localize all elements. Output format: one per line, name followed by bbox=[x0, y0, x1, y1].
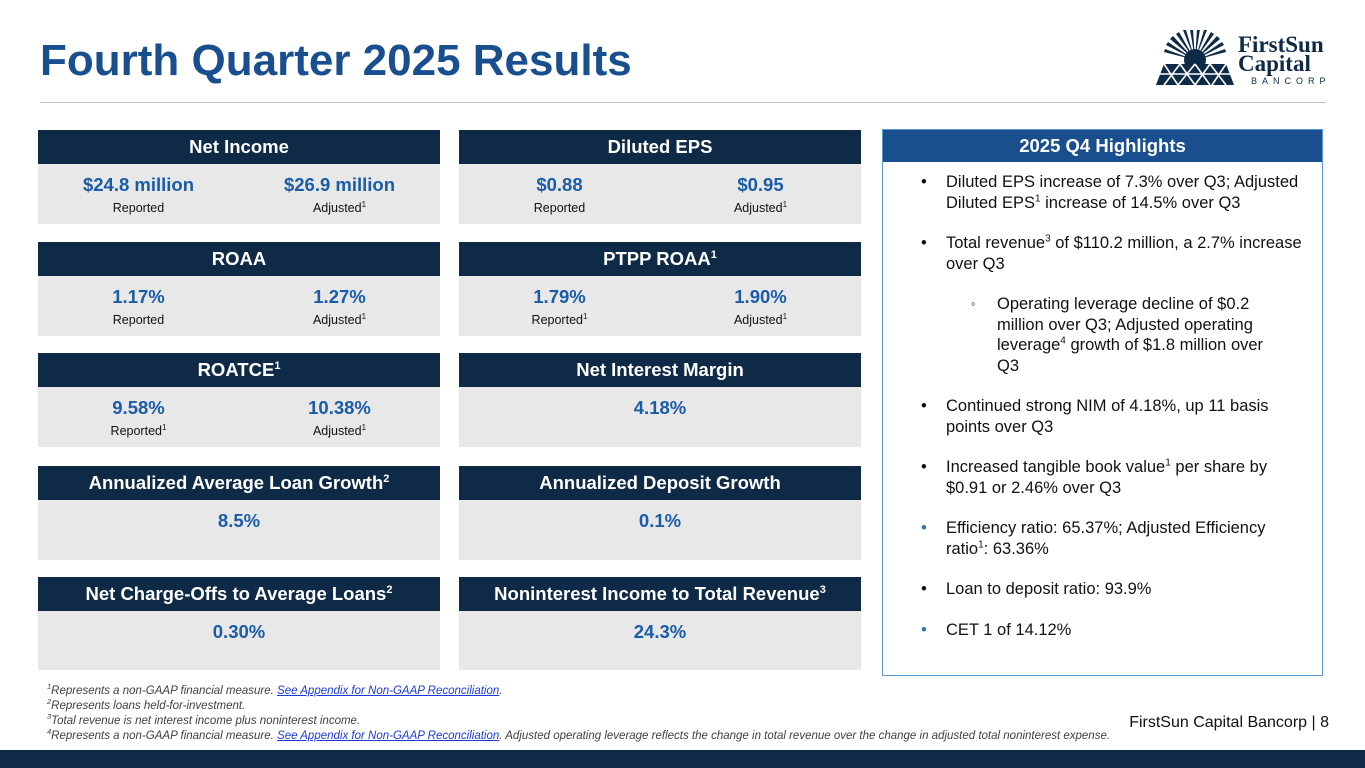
reported-value: 1.17% bbox=[112, 286, 165, 307]
adjusted-value: 1.27% bbox=[313, 286, 366, 307]
reported-value: $0.88 bbox=[536, 174, 583, 195]
sub-bullet-icon: ◦ bbox=[971, 296, 976, 311]
adjusted-label: Adjusted bbox=[733, 201, 783, 215]
logo-text-capital: Capital bbox=[1238, 51, 1311, 76]
reported-label: Reported bbox=[112, 313, 165, 327]
footnote-ref: 1 bbox=[274, 359, 281, 372]
highlights-list: • Diluted EPS increase of 7.3% over Q3; A… bbox=[883, 162, 1322, 640]
footnote-ref: 1 bbox=[361, 311, 367, 321]
reported-label: Reported bbox=[110, 424, 162, 438]
footnote-ref: 1 bbox=[1034, 193, 1041, 204]
footnote-ref: 1 bbox=[1165, 457, 1171, 469]
card-pptp-roaa: PTPP ROAA1 1.79% Reported1 1.90% Adjusted1 bbox=[459, 242, 861, 336]
card-title: Annualized Average Loan Growth bbox=[88, 472, 384, 493]
card-loan-growth: Annualized Average Loan Growth2 8.5% bbox=[38, 466, 440, 560]
footnote-1: 1Represents a non-GAAP financial measure… bbox=[47, 682, 503, 697]
card-deposit-growth: Annualized Deposit Growth 0.1% bbox=[459, 466, 861, 560]
adjusted-value: 10.38% bbox=[308, 397, 371, 418]
reported-value: 1.79% bbox=[533, 286, 586, 307]
reported-label: Reported bbox=[531, 313, 583, 327]
footnote-ref: 1 bbox=[361, 199, 367, 209]
logo-text-firstsun: FirstSun bbox=[1238, 32, 1324, 57]
company-logo: FirstSun Capital BANCORP bbox=[1154, 30, 1334, 92]
card-charge-offs: Net Charge-Offs to Average Loans2 0.30% bbox=[38, 577, 440, 670]
appendix-link[interactable]: See Appendix for Non-GAAP Reconciliation bbox=[277, 685, 500, 697]
highlights-title: 2025 Q4 Highlights bbox=[883, 130, 1322, 162]
footnote-ref: 1 bbox=[161, 422, 167, 432]
footnote-ref: 1 bbox=[361, 422, 367, 432]
highlight-item: • CET 1 of 14.12% bbox=[921, 620, 1072, 639]
card-title: Net Income bbox=[38, 130, 440, 164]
bullet-icon: • bbox=[921, 519, 927, 537]
adjusted-value: 1.90% bbox=[734, 286, 787, 307]
reported-value: $24.8 million bbox=[82, 174, 195, 195]
card-title: Net Charge-Offs to Average Loans bbox=[85, 583, 387, 604]
footnote-ref: 2 bbox=[383, 472, 390, 485]
footnote-ref: 1 bbox=[710, 248, 717, 261]
highlight-item: • Continued strong NIM of 4.18%, up 11 ba… bbox=[921, 397, 1269, 436]
card-title: ROAA bbox=[38, 242, 440, 276]
footnote-3: 3Total revenue is net interest income pl… bbox=[47, 712, 361, 727]
footnote-ref: 1 bbox=[782, 311, 788, 321]
title-divider bbox=[40, 102, 1326, 103]
reported-value: 9.58% bbox=[112, 397, 165, 418]
metric-value: 8.5% bbox=[217, 510, 261, 531]
footnote-ref: 1 bbox=[782, 199, 788, 209]
card-title: Diluted EPS bbox=[459, 130, 861, 164]
footnote-ref: 3 bbox=[819, 583, 826, 596]
metric-value: 0.1% bbox=[638, 510, 682, 531]
metric-value: 4.18% bbox=[633, 397, 687, 418]
highlight-item: • Loan to deposit ratio: 93.9% bbox=[921, 580, 1152, 598]
card-title: Noninterest Income to Total Revenue bbox=[494, 583, 820, 604]
adjusted-label: Adjusted bbox=[733, 313, 783, 327]
highlight-item: • Diluted EPS increase of 7.3% over Q3; A… bbox=[921, 173, 1299, 212]
bullet-icon: • bbox=[921, 397, 927, 415]
card-noninterest-income: Noninterest Income to Total Revenue3 24.… bbox=[459, 577, 861, 670]
footnote-ref: 1 bbox=[978, 539, 984, 550]
card-diluted-eps: Diluted EPS $0.88 Reported $0.95 Adjusted1 bbox=[459, 130, 861, 224]
card-title: Net Interest Margin bbox=[459, 353, 861, 387]
card-title: PTPP ROAA bbox=[603, 248, 711, 269]
adjusted-label: Adjusted bbox=[312, 201, 362, 215]
appendix-link[interactable]: See Appendix for Non-GAAP Reconciliation bbox=[277, 730, 500, 742]
card-net-interest-margin: Net Interest Margin 4.18% bbox=[459, 353, 861, 447]
highlight-subitem: ◦ Operating leverage decline of $0.2 mill… bbox=[971, 295, 1264, 375]
footnote-ref: 3 bbox=[1045, 233, 1051, 245]
highlight-item: • Total revenue3 of $110.2 million, a 2.7… bbox=[921, 233, 1302, 273]
bullet-icon: • bbox=[921, 580, 927, 598]
bullet-icon: • bbox=[921, 173, 927, 191]
metric-value: 24.3% bbox=[633, 621, 687, 642]
adjusted-value: $26.9 million bbox=[283, 174, 396, 195]
highlights-panel: 2025 Q4 Highlights • Diluted EPS increase… bbox=[882, 129, 1323, 676]
bullet-icon: • bbox=[921, 234, 927, 252]
metric-value: 0.30% bbox=[212, 621, 266, 642]
card-net-income: Net Income $24.8 million Reported $26.9 m… bbox=[38, 130, 440, 224]
footnotes: 1Represents a non-GAAP financial measure… bbox=[47, 682, 1111, 744]
adjusted-value: $0.95 bbox=[737, 174, 784, 195]
card-title: ROATCE bbox=[197, 359, 275, 380]
reported-label: Reported bbox=[533, 201, 586, 215]
logo-text-bancorp: BANCORP bbox=[1251, 76, 1331, 86]
card-roatce: ROATCE1 9.58% Reported1 10.38% Adjusted1 bbox=[38, 353, 440, 447]
adjusted-label: Adjusted bbox=[312, 424, 362, 438]
footnote-ref: 4 bbox=[1060, 335, 1066, 347]
highlight-item: • Increased tangible book value1 per shar… bbox=[921, 457, 1268, 497]
footnote-ref: 2 bbox=[386, 583, 393, 596]
page-title: Fourth Quarter 2025 Results bbox=[40, 36, 632, 85]
reported-label: Reported bbox=[112, 201, 165, 215]
adjusted-label: Adjusted bbox=[312, 313, 362, 327]
bottom-bar bbox=[0, 750, 1365, 768]
footnote-ref: 1 bbox=[582, 311, 588, 321]
bullet-icon: • bbox=[921, 458, 927, 476]
footnote-2: 2Represents loans held-for-investment. bbox=[47, 697, 246, 712]
bullet-icon: • bbox=[921, 620, 927, 639]
footnote-4: 4Represents a non-GAAP financial measure… bbox=[47, 727, 1111, 742]
highlight-item: • Efficiency ratio: 65.37%; Adjusted Effi… bbox=[921, 519, 1266, 558]
footer-company-page: FirstSun Capital Bancorp | 8 bbox=[1129, 714, 1329, 731]
card-title: Annualized Deposit Growth bbox=[459, 466, 861, 500]
card-roaa: ROAA 1.17% Reported 1.27% Adjusted1 bbox=[38, 242, 440, 336]
sunburst-logo-icon bbox=[1156, 30, 1234, 86]
